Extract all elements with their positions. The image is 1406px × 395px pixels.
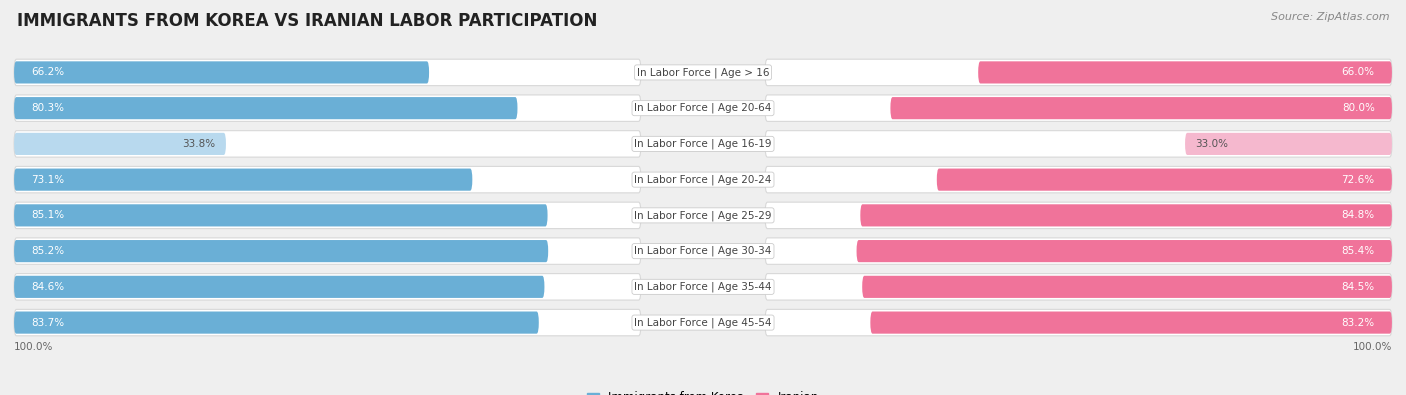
Text: 80.3%: 80.3% (31, 103, 65, 113)
Text: Source: ZipAtlas.com: Source: ZipAtlas.com (1271, 12, 1389, 22)
FancyBboxPatch shape (765, 131, 1392, 157)
Text: 80.0%: 80.0% (1341, 103, 1375, 113)
FancyBboxPatch shape (14, 312, 538, 334)
FancyBboxPatch shape (14, 274, 641, 300)
FancyBboxPatch shape (14, 59, 641, 86)
FancyBboxPatch shape (14, 97, 517, 119)
Text: In Labor Force | Age 20-24: In Labor Force | Age 20-24 (634, 174, 772, 185)
Text: In Labor Force | Age 45-54: In Labor Force | Age 45-54 (634, 317, 772, 328)
Text: 33.8%: 33.8% (183, 139, 215, 149)
FancyBboxPatch shape (856, 240, 1392, 262)
Text: In Labor Force | Age 35-44: In Labor Force | Age 35-44 (634, 282, 772, 292)
Text: 66.0%: 66.0% (1341, 68, 1375, 77)
Text: In Labor Force | Age 25-29: In Labor Force | Age 25-29 (634, 210, 772, 221)
Text: In Labor Force | Age 16-19: In Labor Force | Age 16-19 (634, 139, 772, 149)
Text: 100.0%: 100.0% (14, 342, 53, 352)
FancyBboxPatch shape (860, 204, 1392, 226)
FancyBboxPatch shape (979, 61, 1392, 83)
Text: 84.6%: 84.6% (31, 282, 65, 292)
FancyBboxPatch shape (862, 276, 1392, 298)
Text: 73.1%: 73.1% (31, 175, 65, 184)
FancyBboxPatch shape (765, 95, 1392, 121)
FancyBboxPatch shape (765, 274, 1392, 300)
FancyBboxPatch shape (765, 202, 1392, 229)
Text: 84.8%: 84.8% (1341, 211, 1375, 220)
Text: 84.5%: 84.5% (1341, 282, 1375, 292)
Legend: Immigrants from Korea, Iranian: Immigrants from Korea, Iranian (583, 387, 823, 395)
Text: 33.0%: 33.0% (1195, 139, 1229, 149)
Text: 83.7%: 83.7% (31, 318, 65, 327)
FancyBboxPatch shape (870, 312, 1392, 334)
Text: 85.1%: 85.1% (31, 211, 65, 220)
Text: 83.2%: 83.2% (1341, 318, 1375, 327)
FancyBboxPatch shape (765, 166, 1392, 193)
Text: 100.0%: 100.0% (1353, 342, 1392, 352)
FancyBboxPatch shape (1185, 133, 1392, 155)
FancyBboxPatch shape (765, 309, 1392, 336)
FancyBboxPatch shape (765, 59, 1392, 86)
FancyBboxPatch shape (14, 169, 472, 191)
FancyBboxPatch shape (14, 95, 641, 121)
FancyBboxPatch shape (14, 166, 641, 193)
FancyBboxPatch shape (14, 238, 641, 264)
Text: 85.2%: 85.2% (31, 246, 65, 256)
FancyBboxPatch shape (14, 133, 226, 155)
FancyBboxPatch shape (936, 169, 1392, 191)
Text: In Labor Force | Age 20-64: In Labor Force | Age 20-64 (634, 103, 772, 113)
FancyBboxPatch shape (14, 131, 641, 157)
FancyBboxPatch shape (14, 240, 548, 262)
FancyBboxPatch shape (14, 202, 641, 229)
Text: In Labor Force | Age 30-34: In Labor Force | Age 30-34 (634, 246, 772, 256)
FancyBboxPatch shape (14, 61, 429, 83)
Text: IMMIGRANTS FROM KOREA VS IRANIAN LABOR PARTICIPATION: IMMIGRANTS FROM KOREA VS IRANIAN LABOR P… (17, 12, 598, 30)
FancyBboxPatch shape (765, 238, 1392, 264)
FancyBboxPatch shape (14, 204, 547, 226)
Text: 85.4%: 85.4% (1341, 246, 1375, 256)
Text: In Labor Force | Age > 16: In Labor Force | Age > 16 (637, 67, 769, 78)
FancyBboxPatch shape (890, 97, 1392, 119)
Text: 72.6%: 72.6% (1341, 175, 1375, 184)
FancyBboxPatch shape (14, 309, 641, 336)
FancyBboxPatch shape (14, 276, 544, 298)
Text: 66.2%: 66.2% (31, 68, 65, 77)
